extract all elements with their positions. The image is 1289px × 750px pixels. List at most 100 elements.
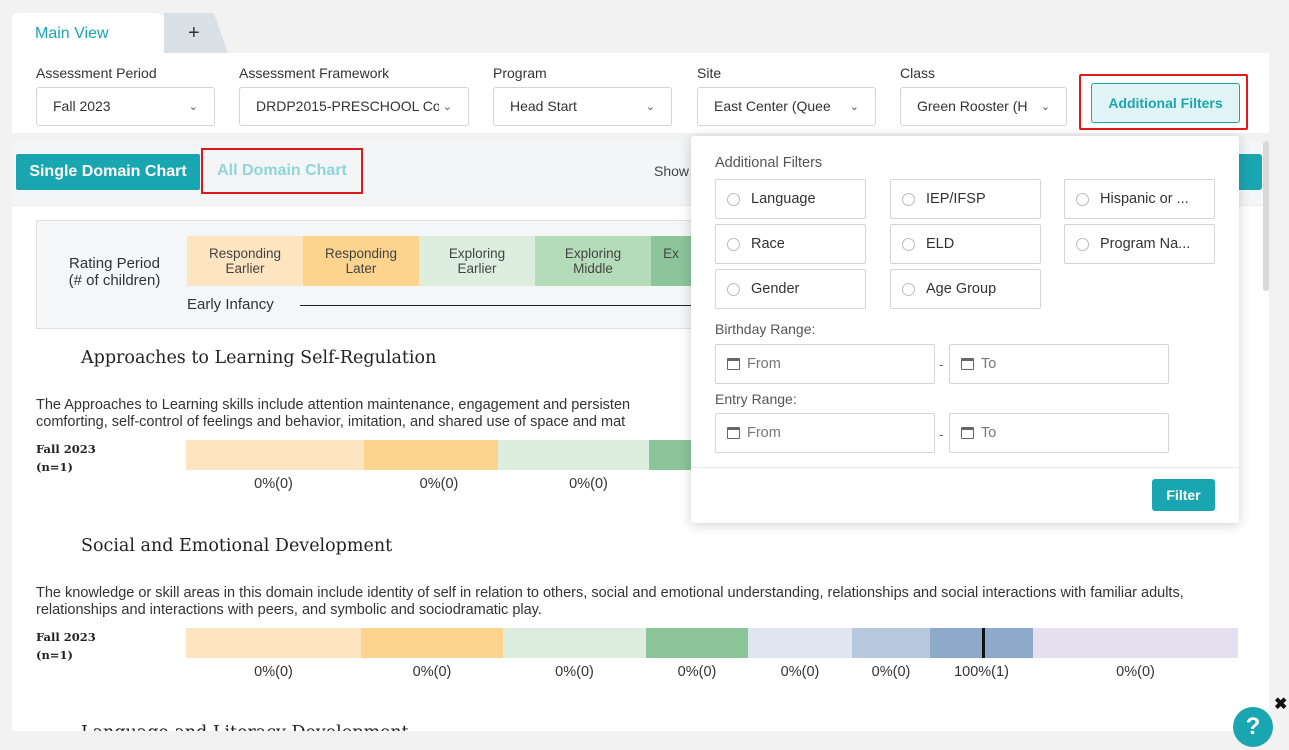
entry-range-label: Entry Range: (715, 391, 797, 407)
chevron-down-icon: ⌄ (188, 101, 198, 113)
legend-cell: Responding Earlier (187, 236, 303, 286)
next-domain-title: Language and Literacy Development (81, 723, 409, 731)
help-button[interactable]: ? (1233, 707, 1273, 747)
single-domain-chart-button[interactable]: Single Domain Chart (16, 154, 200, 190)
program-select[interactable]: Head Start ⌄ (493, 87, 672, 126)
all-domain-chart-button[interactable]: All Domain Chart (208, 154, 356, 188)
bar-segment-label: 0%(0) (254, 664, 293, 680)
rating-legend: Rating Period (# of children) Responding… (36, 220, 720, 329)
legend-cell-line1: Responding (208, 246, 282, 261)
site-value: East Center (Quee (714, 98, 831, 114)
domain-bar (186, 628, 1238, 658)
domain-bar (186, 440, 691, 470)
filter-button[interactable]: Filter (1152, 479, 1215, 511)
assessment-period-select[interactable]: Fall 2023 ⌄ (36, 87, 215, 126)
entry-from-input[interactable]: From (715, 413, 935, 453)
add-tab-button[interactable]: + (164, 13, 228, 53)
bar-segment-label: 0%(0) (1116, 664, 1155, 680)
birthday-from-input[interactable]: From (715, 344, 935, 384)
range-dash: - (939, 426, 944, 442)
bar-segment (361, 628, 503, 658)
domain-title: Social and Emotional Development (81, 536, 393, 556)
option-label: Age Group (926, 281, 997, 297)
calendar-icon (727, 427, 740, 439)
filter-option-language[interactable]: Language (715, 179, 866, 219)
radio-icon (902, 193, 915, 206)
legend-cell-line2: Earlier (457, 261, 497, 276)
all-domain-highlight: All Domain Chart (201, 148, 363, 194)
row-period: Fall 2023 (36, 442, 96, 456)
domain-description: The knowledge or skill areas in this dom… (36, 585, 1184, 618)
popup-divider (691, 467, 1239, 468)
legend-cell: Exploring Middle (535, 236, 651, 286)
option-label: Program Na... (1100, 236, 1191, 252)
legend-cell-line2: Later (345, 261, 377, 276)
filter-option-hispanic[interactable]: Hispanic or ... (1064, 179, 1215, 219)
bar-segment-label: 0%(0) (254, 476, 293, 492)
legend-cell-line1: Exploring (448, 246, 506, 261)
class-label: Class (900, 65, 936, 81)
bar-segment (852, 628, 930, 658)
show-label: Show (654, 163, 690, 179)
class-select[interactable]: Green Rooster (H ⌄ (900, 87, 1067, 126)
scrollbar[interactable] (1263, 141, 1269, 291)
additional-filters-button[interactable]: Additional Filters (1091, 83, 1240, 123)
program-filter: Program Head Start ⌄ (493, 65, 672, 126)
legend-cell: Exploring Earlier (419, 236, 535, 286)
framework-value: DRDP2015-PRESCHOOL Co (256, 98, 441, 114)
entry-to-input[interactable]: To (949, 413, 1169, 453)
close-icon[interactable]: ✖ (1274, 696, 1288, 713)
filter-option-age-group[interactable]: Age Group (890, 269, 1041, 309)
filter-option-gender[interactable]: Gender (715, 269, 866, 309)
additional-filters-highlight: Additional Filters (1079, 74, 1248, 130)
bar-segment (930, 628, 1033, 658)
bar-segment-label: 100%(1) (954, 664, 1009, 680)
bar-segment-label: 0%(0) (871, 664, 911, 680)
bar-segment-label: 0%(0) (569, 476, 608, 492)
chevron-down-icon: ⌄ (438, 89, 452, 125)
row-label: Fall 2023 (n=1) (36, 440, 96, 476)
rating-period-line2: (# of children) (68, 272, 161, 289)
bar-segment-label: 0%(0) (555, 664, 594, 680)
row-period: Fall 2023 (36, 630, 96, 644)
legend-cell-line1: Responding (324, 246, 398, 261)
domain-bar-labels: 0%(0) 0%(0) 0%(0) (186, 476, 660, 496)
legend-cell-line2: Middle (573, 261, 613, 276)
bar-segment-label: 0%(0) (677, 664, 717, 680)
from-placeholder: From (747, 425, 781, 441)
filter-bar: Assessment Period Fall 2023 ⌄ Assessment… (12, 53, 1269, 133)
calendar-icon (961, 427, 974, 439)
filter-option-iep[interactable]: IEP/IFSP (890, 179, 1041, 219)
filter-option-program-name[interactable]: Program Na... (1064, 224, 1215, 264)
to-placeholder: To (981, 425, 997, 441)
additional-filters-popup: Additional Filters Language IEP/IFSP His… (691, 136, 1239, 523)
legend-cell-line1: Exploring (564, 246, 622, 261)
filter-option-eld[interactable]: ELD (890, 224, 1041, 264)
range-dash: - (939, 356, 944, 372)
bar-segment (498, 440, 649, 470)
rating-period-label: Rating Period (# of children) (57, 255, 172, 289)
radio-icon (727, 238, 740, 251)
popup-title: Additional Filters (715, 155, 823, 171)
framework-select[interactable]: DRDP2015-PRESCHOOL Co ⌄ (239, 87, 469, 126)
legend-cells: Responding Earlier Responding Later Explorin… (187, 236, 691, 286)
birthday-to-input[interactable]: To (949, 344, 1169, 384)
assessment-period-label: Assessment Period (36, 65, 157, 81)
legend-cell: Responding Later (303, 236, 419, 286)
option-label: ELD (926, 236, 955, 252)
row-count: (n=1) (36, 648, 73, 662)
class-filter: Class Green Rooster (H ⌄ (900, 65, 1067, 126)
bar-segment-label: 0%(0) (780, 664, 820, 680)
calendar-icon (961, 358, 974, 370)
legend-cell: Ex (651, 236, 691, 286)
calendar-icon (727, 358, 740, 370)
filter-option-race[interactable]: Race (715, 224, 866, 264)
site-select[interactable]: East Center (Quee ⌄ (697, 87, 876, 126)
row-label: Fall 2023 (n=1) (36, 628, 96, 664)
radio-icon (727, 193, 740, 206)
bar-segment (364, 440, 498, 470)
bar-segment (646, 628, 748, 658)
tab-main-view[interactable]: Main View (12, 13, 176, 53)
rating-period-line1: Rating Period (69, 255, 160, 272)
from-placeholder: From (747, 356, 781, 372)
